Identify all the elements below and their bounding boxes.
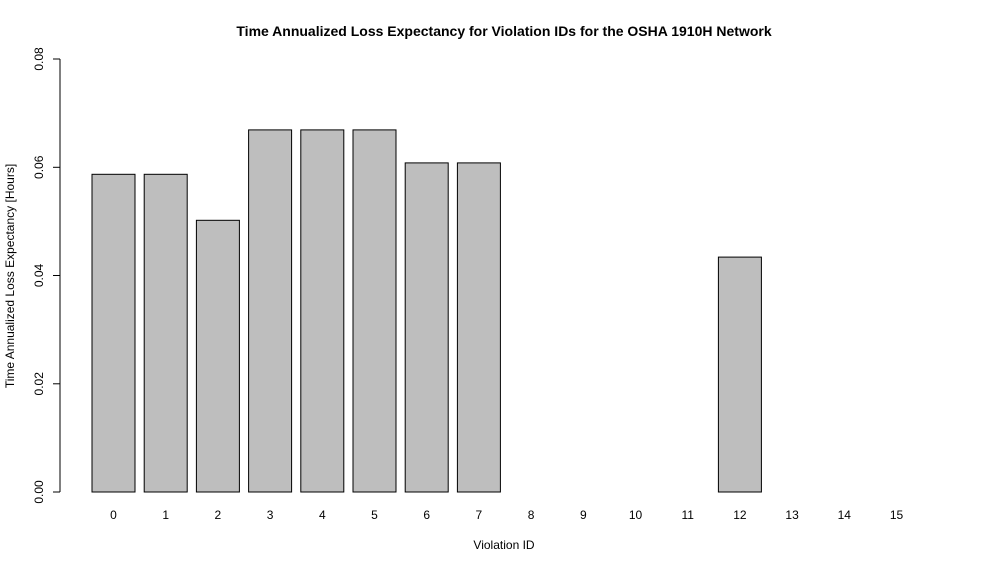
- x-tick-label: 3: [267, 508, 274, 522]
- x-tick-label: 4: [319, 508, 326, 522]
- y-axis: 0.00 0.02 0.04 0.06 0.08: [32, 47, 61, 504]
- x-tick-label: 2: [215, 508, 222, 522]
- y-tick-label: 0.04: [32, 263, 46, 287]
- x-tick-label: 6: [423, 508, 430, 522]
- x-tick-label: 12: [733, 508, 747, 522]
- y-tick-label: 0.08: [32, 47, 46, 71]
- chart-title: Time Annualized Loss Expectancy for Viol…: [236, 23, 771, 39]
- bar-1: [143, 173, 188, 493]
- x-tick-label: 7: [476, 508, 483, 522]
- x-tick-label: 5: [371, 508, 378, 522]
- x-tick-label: 9: [580, 508, 587, 522]
- y-tick-label: 0.00: [32, 480, 46, 504]
- bar-5: [352, 129, 397, 493]
- y-tick-label: 0.06: [32, 155, 46, 179]
- x-tick-label: 1: [162, 508, 169, 522]
- x-tick-label: 0: [110, 508, 117, 522]
- y-axis-label: Time Annualized Loss Expectancy [Hours]: [3, 164, 17, 388]
- x-axis-label: Violation ID: [473, 538, 534, 552]
- bar-7: [456, 162, 501, 493]
- bar-4: [300, 129, 345, 493]
- bars-group: [91, 129, 762, 493]
- y-tick-label: 0.02: [32, 372, 46, 396]
- bar-0: [91, 173, 136, 493]
- x-tick-label: 11: [681, 508, 694, 522]
- x-tick-labels: 0 1 2 3 4 5 6 7 8 9 10 11 12 13 14 15: [110, 508, 903, 522]
- x-tick-label: 13: [785, 508, 799, 522]
- bar-3: [248, 129, 293, 493]
- x-tick-label: 14: [838, 508, 852, 522]
- bar-2: [195, 219, 240, 493]
- bar-6: [404, 162, 449, 493]
- bar-12: [717, 256, 762, 493]
- x-tick-label: 15: [890, 508, 904, 522]
- x-tick-label: 10: [629, 508, 643, 522]
- x-tick-label: 8: [528, 508, 535, 522]
